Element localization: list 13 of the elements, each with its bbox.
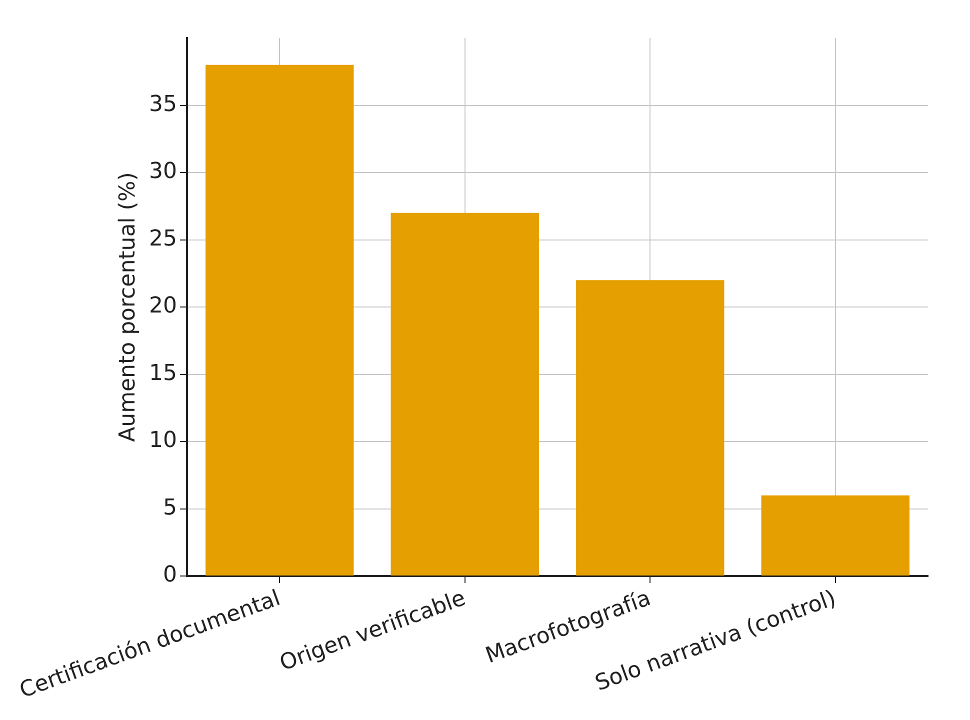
y-tick-label: 20 (149, 294, 178, 319)
bar (390, 212, 539, 576)
y-tick-label: 10 (149, 428, 178, 454)
y-tick-label: 25 (149, 226, 178, 252)
bar (761, 495, 910, 576)
y-tick-label: 15 (149, 360, 178, 386)
y-tick-label: 0 (163, 562, 178, 588)
y-tick-label: 35 (149, 92, 178, 117)
bar (576, 280, 724, 576)
y-tick-label: 30 (149, 159, 178, 184)
bar (206, 64, 354, 576)
y-axis-title: Aumento porcentual (%) (116, 172, 141, 442)
y-tick-label: 5 (163, 495, 178, 520)
